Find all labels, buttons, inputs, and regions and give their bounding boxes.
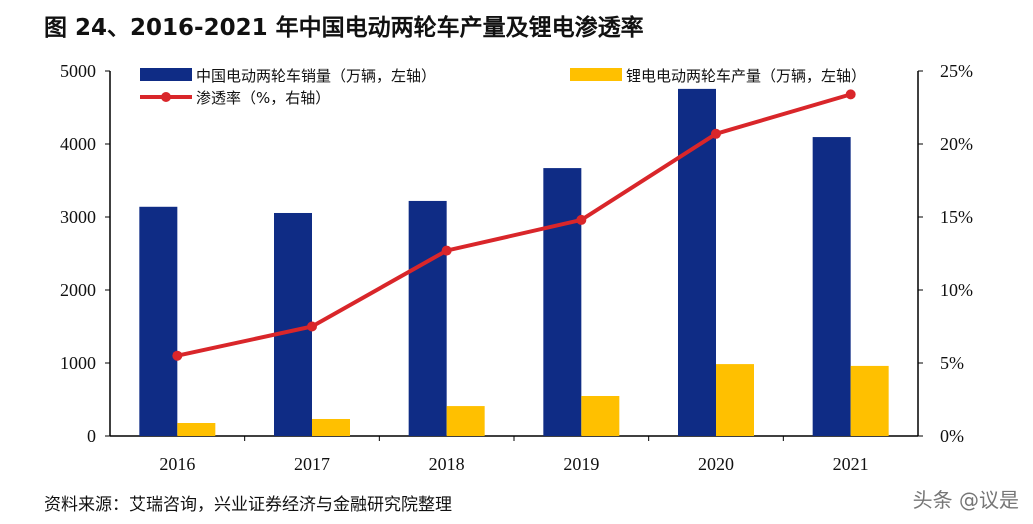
- left-tick-label: 2000: [60, 280, 96, 300]
- left-tick-label: 4000: [60, 134, 96, 154]
- right-tick-label: 10%: [940, 280, 973, 300]
- penetration-point: [576, 214, 587, 225]
- bar-sales: [678, 88, 716, 436]
- bar-lithium: [177, 423, 216, 436]
- bar-lithium: [850, 365, 889, 436]
- x-tick-label: 2018: [429, 454, 465, 474]
- right-tick-label: 0%: [940, 426, 964, 446]
- penetration-point: [711, 128, 721, 139]
- bar-lithium: [446, 406, 485, 436]
- x-tick-label: 2021: [833, 454, 869, 474]
- bar-lithium: [581, 395, 620, 436]
- penetration-point: [845, 89, 856, 100]
- bar-sales: [812, 137, 851, 436]
- legend-label-penetration: 渗透率（%，右轴）: [196, 89, 330, 107]
- penetration-line: [176, 92, 852, 358]
- x-tick-label: 2019: [563, 454, 599, 474]
- left-tick-label: 1000: [60, 353, 96, 373]
- bar-sales: [274, 212, 312, 436]
- right-tick-label: 5%: [940, 353, 964, 373]
- bar-sales: [139, 206, 178, 436]
- x-tick-label: 2017: [294, 454, 330, 474]
- penetration-point: [441, 245, 452, 256]
- penetration-point: [307, 321, 317, 332]
- chart-title: 图 24、2016-2021 年中国电动两轮车产量及锂电渗透率: [44, 15, 644, 41]
- right-tick-label: 15%: [940, 207, 973, 227]
- bar-lithium: [312, 418, 350, 436]
- x-tick-label: 2016: [159, 454, 195, 474]
- penetration-point: [172, 350, 183, 361]
- legend-swatch-sales: [140, 68, 192, 81]
- watermark: 头条 @议是: [912, 488, 1019, 512]
- source-note: 资料来源：艾瑞咨询，兴业证券经济与金融研究院整理: [44, 495, 452, 515]
- right-tick-label: 20%: [940, 134, 973, 154]
- x-tick-label: 2020: [698, 454, 734, 474]
- bar-sales: [543, 168, 582, 436]
- right-tick-label: 25%: [940, 61, 973, 81]
- left-tick-label: 3000: [60, 207, 96, 227]
- bar-lithium: [716, 364, 754, 436]
- bar-sales: [408, 200, 447, 436]
- legend-swatch-lithium: [570, 68, 622, 81]
- legend-marker-penetration: [161, 92, 171, 102]
- legend-label-sales: 中国电动两轮车销量（万辆，左轴）: [196, 67, 436, 85]
- left-tick-label: 0: [87, 426, 96, 446]
- legend-label-lithium: 锂电电动两轮车产量（万辆，左轴）: [626, 67, 866, 85]
- left-tick-label: 5000: [60, 61, 96, 81]
